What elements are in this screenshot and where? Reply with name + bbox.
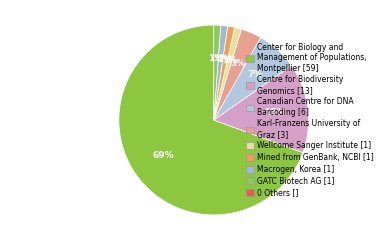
Wedge shape	[214, 37, 291, 120]
Wedge shape	[119, 25, 303, 215]
Legend: Center for Biology and
Management of Populations,
Montpellier [59], Centre for B: Center for Biology and Management of Pop…	[244, 41, 376, 199]
Wedge shape	[214, 26, 234, 120]
Text: 1%: 1%	[217, 55, 233, 64]
Wedge shape	[214, 27, 241, 120]
Wedge shape	[214, 25, 228, 120]
Text: 15%: 15%	[264, 108, 286, 117]
Text: 1%: 1%	[208, 54, 224, 63]
Wedge shape	[214, 29, 261, 120]
Text: 3%: 3%	[231, 59, 246, 68]
Wedge shape	[214, 66, 309, 153]
Text: 7%: 7%	[248, 70, 263, 79]
Text: 69%: 69%	[152, 151, 174, 160]
Wedge shape	[214, 25, 221, 120]
Text: 1%: 1%	[213, 54, 228, 63]
Text: 1%: 1%	[222, 56, 237, 65]
